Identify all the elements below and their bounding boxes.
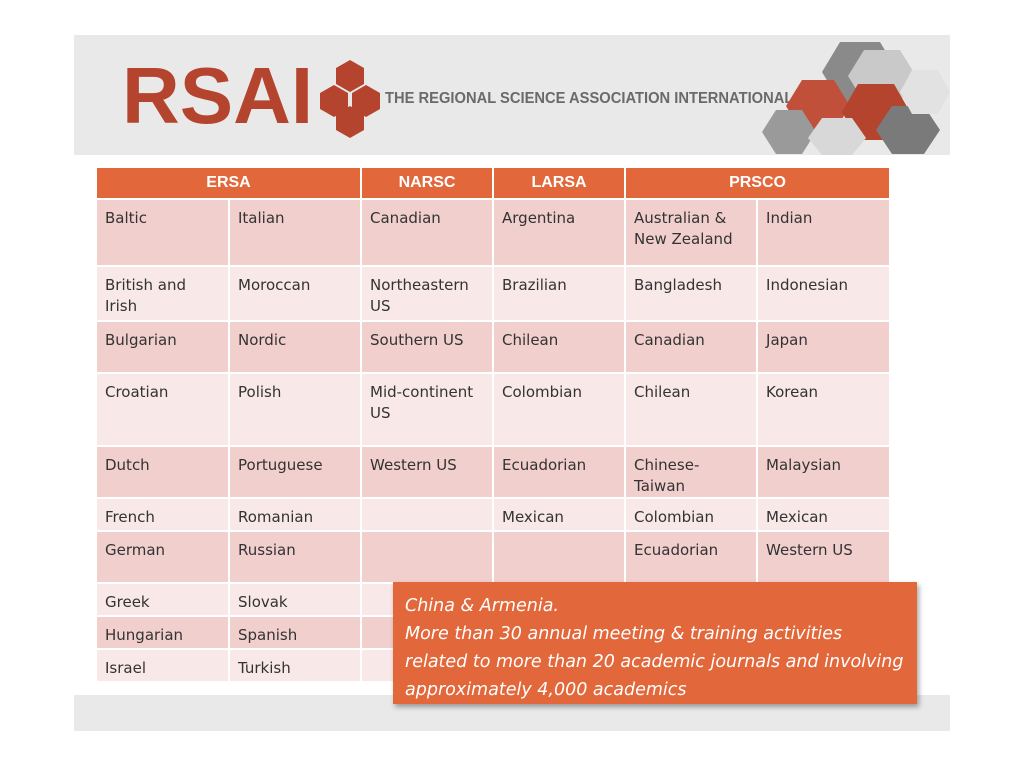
callout-line: approximately 4,000 academics [405, 680, 687, 700]
table-row: Dutch Portuguese Western US Ecuadorian Chine… [97, 445, 890, 498]
callout-line: More than 30 annual meeting & training a… [405, 624, 843, 644]
table-cell: Hungarian [97, 615, 230, 649]
table-cell: Colombian [625, 497, 759, 531]
table-cell: Northeastern US [361, 265, 495, 321]
table-cell: Indonesian [757, 265, 890, 321]
callout-line: related to more than 20 academic journal… [405, 652, 904, 672]
table-cell: Moroccan [229, 265, 363, 321]
table-cell: Russian [229, 530, 363, 583]
table-cell: Ecuadorian [625, 530, 759, 583]
table-cell: Chilean [493, 320, 627, 373]
table-cell: Italian [229, 198, 363, 266]
callout-line: China & Armenia. [405, 596, 559, 616]
table-header-row: ERSA NARSC LARSA PRSCO [97, 168, 890, 199]
table-cell: Japan [757, 320, 890, 373]
table-cell: Portuguese [229, 445, 363, 498]
table-cell: Spanish [229, 615, 363, 649]
table-cell: Slovak [229, 582, 363, 616]
table-row: Bulgarian Nordic Southern US Chilean Canadia… [97, 320, 890, 373]
hexagon-decoration-icon [762, 42, 950, 155]
table-cell: Mexican [493, 497, 627, 531]
header-larsa: LARSA [493, 168, 627, 199]
table-cell: Western US [757, 530, 890, 583]
table-cell: German [97, 530, 230, 583]
regional-associations-table: ERSA NARSC LARSA PRSCO Baltic Italian Cana… [97, 168, 890, 681]
table-row: French Romanian Mexican Colombian Mexican [97, 497, 890, 531]
table-cell: Baltic [97, 198, 230, 266]
header-ersa: ERSA [97, 168, 363, 199]
table-cell: Canadian [361, 198, 495, 266]
table-cell: Bulgarian [97, 320, 230, 373]
table-cell: Chilean [625, 372, 759, 446]
table-cell: British and Irish [97, 265, 230, 321]
table-row: Croatian Polish Mid-continent US Colombian C… [97, 372, 890, 446]
table-cell: Mexican [757, 497, 890, 531]
table-row: Baltic Italian Canadian Argentina Australian… [97, 198, 890, 266]
table-cell: Turkish [229, 648, 363, 681]
table-row: German Russian Ecuadorian Western US [97, 530, 890, 583]
table-cell: Greek [97, 582, 230, 616]
table-cell [493, 530, 627, 583]
table-cell: Colombian [493, 372, 627, 446]
table-cell: Mid-continent US [361, 372, 495, 446]
table-cell: Southern US [361, 320, 495, 373]
table-cell: Argentina [493, 198, 627, 266]
table-cell: Chinese-Taiwan [625, 445, 759, 498]
table-cell: Croatian [97, 372, 230, 446]
table-cell: Malaysian [757, 445, 890, 498]
header-narsc: NARSC [361, 168, 495, 199]
table-cell: Polish [229, 372, 363, 446]
table-cell [361, 530, 495, 583]
header-prsco: PRSCO [625, 168, 890, 199]
table-row: British and Irish Moroccan Northeastern US… [97, 265, 890, 321]
table-cell: Dutch [97, 445, 230, 498]
table-cell: Australian & New Zealand [625, 198, 759, 266]
rsai-logo-text: RSAI [122, 51, 314, 140]
table-cell: Nordic [229, 320, 363, 373]
table-cell [361, 497, 495, 531]
association-tagline: THE REGIONAL SCIENCE ASSOCIATION INTERNA… [385, 90, 794, 107]
table-cell: Canadian [625, 320, 759, 373]
table-cell: Ecuadorian [493, 445, 627, 498]
table-cell: Indian [757, 198, 890, 266]
table-cell: Brazilian [493, 265, 627, 321]
table-cell: Western US [361, 445, 495, 498]
summary-callout: China & Armenia. More than 30 annual mee… [393, 582, 917, 704]
table-cell: Bangladesh [625, 265, 759, 321]
table-cell: French [97, 497, 230, 531]
hexagon-logo-icon [320, 60, 380, 138]
table-cell: Israel [97, 648, 230, 681]
table-cell: Romanian [229, 497, 363, 531]
table-cell: Korean [757, 372, 890, 446]
